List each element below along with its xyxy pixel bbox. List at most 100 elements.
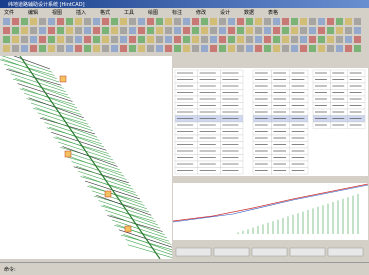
tool-button[interactable]	[3, 36, 10, 43]
tool-button[interactable]	[75, 18, 82, 25]
tool-button[interactable]	[111, 45, 118, 52]
tool-button[interactable]	[165, 45, 172, 52]
tool-button[interactable]	[309, 27, 316, 34]
menu-item[interactable]: 修改	[196, 9, 206, 16]
tool-button[interactable]	[48, 27, 55, 34]
menu-item[interactable]: 文件	[4, 9, 14, 16]
tool-button[interactable]	[210, 36, 217, 43]
tab-button[interactable]	[214, 248, 249, 256]
tool-button[interactable]	[111, 18, 118, 25]
tool-button[interactable]	[318, 18, 325, 25]
tool-button[interactable]	[30, 27, 37, 34]
tool-button[interactable]	[318, 36, 325, 43]
tool-button[interactable]	[336, 36, 343, 43]
tool-button[interactable]	[21, 45, 28, 52]
tool-button[interactable]	[93, 36, 100, 43]
tool-button[interactable]	[282, 18, 289, 25]
tool-button[interactable]	[282, 36, 289, 43]
tool-button[interactable]	[327, 45, 334, 52]
tool-button[interactable]	[327, 27, 334, 34]
tool-button[interactable]	[183, 27, 190, 34]
tool-button[interactable]	[120, 27, 127, 34]
tool-button[interactable]	[39, 27, 46, 34]
tool-button[interactable]	[174, 36, 181, 43]
tool-button[interactable]	[318, 27, 325, 34]
tool-button[interactable]	[84, 36, 91, 43]
tool-button[interactable]	[264, 45, 271, 52]
tool-button[interactable]	[138, 18, 145, 25]
tool-button[interactable]	[120, 45, 127, 52]
tool-button[interactable]	[291, 18, 298, 25]
tool-button[interactable]	[192, 36, 199, 43]
tool-button[interactable]	[354, 45, 361, 52]
tool-button[interactable]	[219, 45, 226, 52]
tool-button[interactable]	[309, 18, 316, 25]
tool-button[interactable]	[174, 18, 181, 25]
tool-button[interactable]	[309, 45, 316, 52]
tool-button[interactable]	[336, 27, 343, 34]
tool-button[interactable]	[300, 45, 307, 52]
tool-button[interactable]	[66, 18, 73, 25]
tool-button[interactable]	[3, 18, 10, 25]
tool-button[interactable]	[264, 27, 271, 34]
tool-button[interactable]	[156, 36, 163, 43]
tool-button[interactable]	[318, 45, 325, 52]
tool-button[interactable]	[354, 36, 361, 43]
tool-button[interactable]	[336, 45, 343, 52]
tool-button[interactable]	[102, 36, 109, 43]
tool-button[interactable]	[165, 27, 172, 34]
tool-button[interactable]	[210, 18, 217, 25]
tab-button[interactable]	[176, 248, 211, 256]
tool-button[interactable]	[3, 45, 10, 52]
tool-button[interactable]	[156, 45, 163, 52]
tool-button[interactable]	[102, 27, 109, 34]
tool-button[interactable]	[129, 36, 136, 43]
tool-button[interactable]	[48, 18, 55, 25]
menu-item[interactable]: 工具	[124, 9, 134, 16]
tool-button[interactable]	[192, 18, 199, 25]
tool-button[interactable]	[219, 36, 226, 43]
tool-button[interactable]	[174, 27, 181, 34]
tool-button[interactable]	[291, 45, 298, 52]
tool-button[interactable]	[327, 18, 334, 25]
tool-button[interactable]	[30, 36, 37, 43]
tool-button[interactable]	[156, 18, 163, 25]
tool-button[interactable]	[300, 27, 307, 34]
tool-button[interactable]	[201, 45, 208, 52]
tool-button[interactable]	[183, 45, 190, 52]
tool-button[interactable]	[246, 27, 253, 34]
tool-button[interactable]	[111, 27, 118, 34]
tool-button[interactable]	[93, 18, 100, 25]
tool-button[interactable]	[84, 45, 91, 52]
tool-button[interactable]	[210, 45, 217, 52]
tool-button[interactable]	[300, 36, 307, 43]
tool-button[interactable]	[66, 45, 73, 52]
tool-button[interactable]	[255, 36, 262, 43]
tool-button[interactable]	[345, 27, 352, 34]
tool-button[interactable]	[291, 27, 298, 34]
tool-button[interactable]	[111, 36, 118, 43]
tool-button[interactable]	[93, 27, 100, 34]
tool-button[interactable]	[66, 27, 73, 34]
tool-button[interactable]	[57, 45, 64, 52]
tool-button[interactable]	[237, 27, 244, 34]
tool-button[interactable]	[354, 18, 361, 25]
tool-button[interactable]	[120, 18, 127, 25]
tool-button[interactable]	[273, 36, 280, 43]
tool-button[interactable]	[192, 45, 199, 52]
tool-button[interactable]	[147, 18, 154, 25]
tool-button[interactable]	[57, 27, 64, 34]
tool-button[interactable]	[165, 18, 172, 25]
menu-item[interactable]: 插入	[76, 9, 86, 16]
tool-button[interactable]	[21, 36, 28, 43]
tool-button[interactable]	[39, 18, 46, 25]
menu-item[interactable]: 视图	[52, 9, 62, 16]
tool-button[interactable]	[219, 27, 226, 34]
tool-button[interactable]	[12, 27, 19, 34]
tool-button[interactable]	[138, 45, 145, 52]
tool-button[interactable]	[3, 27, 10, 34]
tool-button[interactable]	[120, 36, 127, 43]
menu-item[interactable]: 格式	[100, 9, 110, 16]
menu-item[interactable]: 数据	[244, 9, 254, 16]
menu-item[interactable]: 设计	[220, 9, 230, 16]
